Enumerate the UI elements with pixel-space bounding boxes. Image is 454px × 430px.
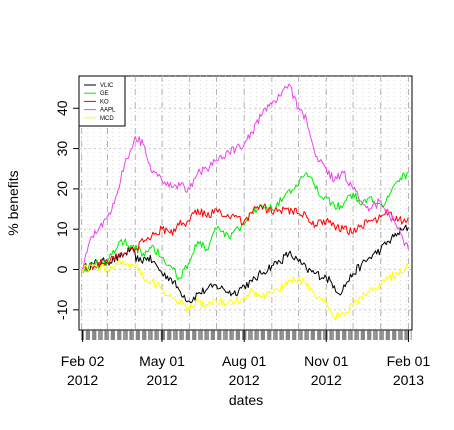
x-axis: Feb 02 2012 May 01 2012 Aug 01 2012 Nov 01 2012… <box>61 330 431 388</box>
series-line-ko <box>81 203 409 273</box>
series-lines <box>81 83 409 321</box>
legend-label: KO <box>100 99 109 105</box>
legend-label: AAPL <box>100 108 116 114</box>
legend-label: VLIC <box>100 83 114 89</box>
legend-label: GE <box>100 91 109 97</box>
y-tick-label: 20 <box>54 181 70 197</box>
y-tick-label: -10 <box>54 300 70 320</box>
x-tick-label-year: 2013 <box>393 372 424 388</box>
legend: VLIC GE KO AAPL MCD <box>78 75 126 127</box>
y-axis: -10 0 10 20 30 40 <box>54 100 79 320</box>
x-tick-label-year: 2012 <box>229 372 260 388</box>
series-line-mcd <box>81 259 409 321</box>
x-tick-label: Feb 02 <box>61 353 105 369</box>
x-tick-label-year: 2012 <box>146 372 177 388</box>
x-tick-label: Feb 01 <box>387 353 431 369</box>
y-tick-label: 10 <box>54 221 70 237</box>
x-axis-title: dates <box>229 392 263 408</box>
x-tick-label: May 01 <box>139 353 185 369</box>
x-tick-label-year: 2012 <box>311 372 342 388</box>
legend-label: MCD <box>100 116 114 122</box>
y-tick-label: 40 <box>54 100 70 116</box>
x-tick-label: Aug 01 <box>222 353 267 369</box>
y-tick-label: 30 <box>54 141 70 157</box>
series-line-vlic <box>81 224 409 304</box>
y-tick-label: 0 <box>54 265 70 273</box>
y-axis-title: % benefits <box>5 170 21 235</box>
plot-frame <box>78 75 413 331</box>
series-line-aapl <box>81 83 409 270</box>
x-tick-label: Nov 01 <box>304 353 349 369</box>
grid-lines <box>79 76 412 330</box>
x-tick-label-year: 2012 <box>67 372 98 388</box>
series-line-ge <box>81 172 409 281</box>
